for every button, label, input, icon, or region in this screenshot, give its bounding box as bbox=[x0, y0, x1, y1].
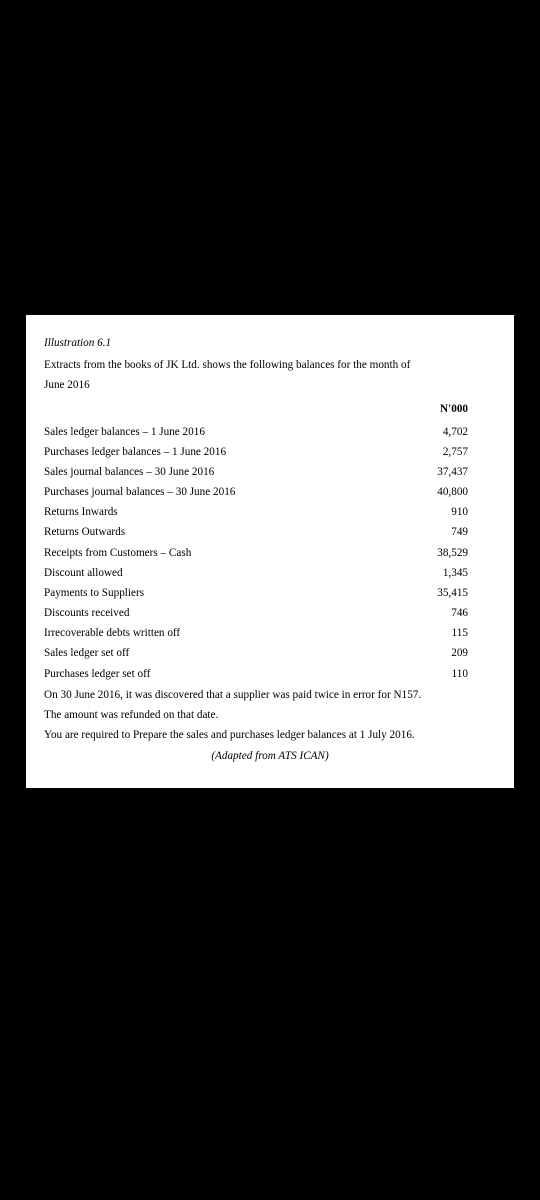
illustration-heading: Illustration 6.1 bbox=[44, 333, 496, 353]
column-header: N'000 bbox=[44, 399, 496, 419]
row-value: 209 bbox=[416, 643, 496, 663]
row-label: Sales ledger balances – 1 June 2016 bbox=[44, 422, 416, 442]
row-value: 35,415 bbox=[416, 583, 496, 603]
table-row: Sales ledger set off 209 bbox=[44, 643, 496, 663]
row-label: Returns Outwards bbox=[44, 522, 416, 542]
notes-block: On 30 June 2016, it was discovered that … bbox=[44, 685, 496, 745]
row-value: 115 bbox=[416, 623, 496, 643]
row-label: Purchases ledger balances – 1 June 2016 bbox=[44, 442, 416, 462]
row-label: Irrecoverable debts written off bbox=[44, 623, 416, 643]
table-row: Purchases ledger set off 110 bbox=[44, 664, 496, 684]
row-label: Sales journal balances – 30 June 2016 bbox=[44, 462, 416, 482]
table-row: Receipts from Customers – Cash 38,529 bbox=[44, 543, 496, 563]
balances-table: Sales ledger balances – 1 June 2016 4,70… bbox=[44, 422, 496, 684]
row-label: Receipts from Customers – Cash bbox=[44, 543, 416, 563]
row-label: Purchases journal balances – 30 June 201… bbox=[44, 482, 416, 502]
row-label: Discounts received bbox=[44, 603, 416, 623]
row-label: Discount allowed bbox=[44, 563, 416, 583]
row-value: 749 bbox=[416, 522, 496, 542]
table-row: Discounts received 746 bbox=[44, 603, 496, 623]
document-page: Illustration 6.1 Extracts from the books… bbox=[26, 315, 514, 788]
source-attribution: (Adapted from ATS ICAN) bbox=[44, 746, 496, 766]
table-row: Payments to Suppliers 35,415 bbox=[44, 583, 496, 603]
table-row: Sales ledger balances – 1 June 2016 4,70… bbox=[44, 422, 496, 442]
row-value: 37,437 bbox=[416, 462, 496, 482]
row-value: 910 bbox=[416, 502, 496, 522]
row-value: 4,702 bbox=[416, 422, 496, 442]
table-row: Sales journal balances – 30 June 2016 37… bbox=[44, 462, 496, 482]
table-row: Returns Inwards 910 bbox=[44, 502, 496, 522]
row-label: Purchases ledger set off bbox=[44, 664, 416, 684]
table-row: Purchases ledger balances – 1 June 2016 … bbox=[44, 442, 496, 462]
intro-line-1: Extracts from the books of JK Ltd. shows… bbox=[44, 355, 496, 375]
row-value: 38,529 bbox=[416, 543, 496, 563]
table-row: Returns Outwards 749 bbox=[44, 522, 496, 542]
row-value: 110 bbox=[416, 664, 496, 684]
row-label: Sales ledger set off bbox=[44, 643, 416, 663]
row-value: 1,345 bbox=[416, 563, 496, 583]
intro-text: Extracts from the books of JK Ltd. shows… bbox=[44, 355, 496, 395]
row-label: Payments to Suppliers bbox=[44, 583, 416, 603]
row-value: 746 bbox=[416, 603, 496, 623]
table-row: Irrecoverable debts written off 115 bbox=[44, 623, 496, 643]
note-line-1: On 30 June 2016, it was discovered that … bbox=[44, 685, 496, 705]
row-value: 2,757 bbox=[416, 442, 496, 462]
table-row: Purchases journal balances – 30 June 201… bbox=[44, 482, 496, 502]
note-line-2: The amount was refunded on that date. bbox=[44, 705, 496, 725]
note-line-3: You are required to Prepare the sales an… bbox=[44, 725, 496, 745]
row-value: 40,800 bbox=[416, 482, 496, 502]
intro-line-2: June 2016 bbox=[44, 375, 496, 395]
row-label: Returns Inwards bbox=[44, 502, 416, 522]
table-row: Discount allowed 1,345 bbox=[44, 563, 496, 583]
